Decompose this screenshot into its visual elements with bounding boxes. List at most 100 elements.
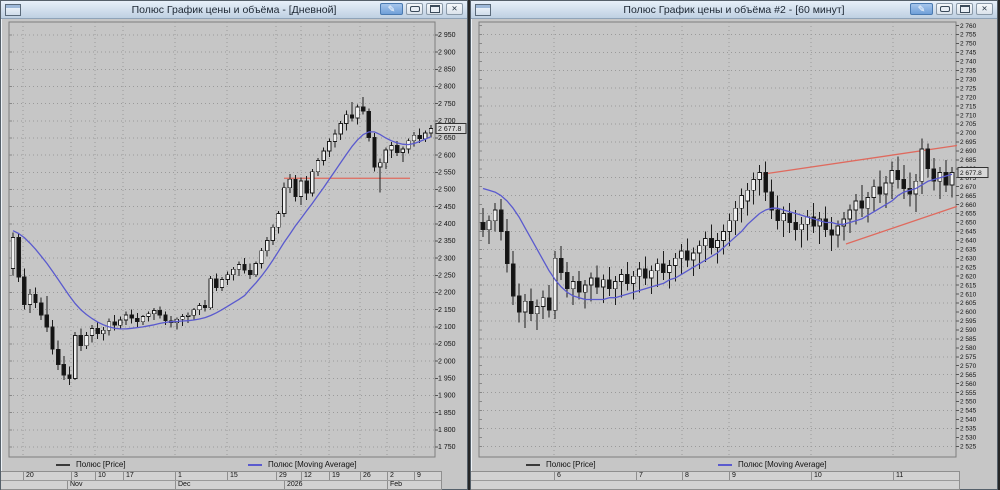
restore-button[interactable] <box>956 3 973 15</box>
candle-body <box>931 168 937 182</box>
y-axis-label: 2 525 <box>960 443 977 450</box>
candle-body <box>528 300 534 315</box>
day-row: 20 3 10 17 1 15 29 12 19 26 2 9 <box>1 472 441 481</box>
y-axis-label: 2 000 <box>438 358 456 365</box>
y-axis-label: 2 740 <box>960 59 977 66</box>
candle-body <box>787 213 792 223</box>
candle-body <box>661 263 666 274</box>
pencil-icon: ✎ <box>387 3 396 14</box>
candle-body <box>327 141 332 152</box>
date-label: 2 <box>390 472 394 479</box>
date-label: 6 <box>557 472 561 479</box>
last-price-tag <box>435 123 467 135</box>
candle-body <box>594 277 600 288</box>
candle-body <box>287 178 292 189</box>
day-row: 6 7 8 9 10 11 <box>471 472 959 481</box>
date-label: Feb <box>390 481 403 488</box>
candle-body <box>793 222 798 231</box>
candle-body <box>270 226 275 241</box>
candle-body <box>298 180 304 197</box>
date-label: 2026 <box>287 481 303 488</box>
minimize-icon <box>939 6 950 12</box>
y-axis-label: 1 850 <box>438 410 456 417</box>
candle-body <box>361 106 366 112</box>
candle-body <box>22 276 27 305</box>
legend-item-moving-average[interactable]: Полюс [Moving Average] <box>248 460 440 470</box>
price-chart-canvas[interactable]: 1 750 1 800 1 850 1 900 1 950 2 000 2 050 2 100… <box>1 19 467 459</box>
window-titlebar[interactable]: Полюс График цены и объёма #2 - [60 мину… <box>471 1 997 19</box>
candle-body <box>588 277 594 286</box>
date-label: 9 <box>417 472 421 479</box>
candle-body <box>522 300 528 313</box>
y-axis-label: 2 605 <box>960 300 977 307</box>
candle-body <box>214 278 219 288</box>
candle-body <box>811 216 816 227</box>
legend-item-price[interactable]: Полюс [Price] <box>526 460 718 470</box>
trend-line[interactable] <box>762 144 958 175</box>
y-axis-label: 2 700 <box>438 118 456 125</box>
candle-body <box>763 171 768 193</box>
ma-line-swatch <box>718 464 732 466</box>
candle-body <box>558 257 564 274</box>
y-axis-label: 1 750 <box>438 444 456 451</box>
candle-body <box>185 314 191 317</box>
close-button[interactable]: ✕ <box>446 3 463 15</box>
candle-body <box>901 179 907 189</box>
y-axis-label: 2 100 <box>438 324 456 331</box>
y-axis-label: 2 050 <box>438 341 456 348</box>
trend-line[interactable] <box>845 205 958 245</box>
candle-body <box>344 114 349 125</box>
close-button[interactable]: ✕ <box>976 3 993 15</box>
candle-body <box>847 209 853 220</box>
candle-body <box>823 218 828 231</box>
candle-body <box>775 209 780 222</box>
link-tool-button[interactable]: ✎ <box>910 3 933 15</box>
restore-button[interactable] <box>426 3 443 15</box>
candle-body <box>236 263 242 270</box>
candle-body <box>649 270 654 279</box>
candle-body <box>859 200 865 209</box>
y-axis-label: 2 615 <box>960 282 977 289</box>
legend-label: Полюс [Moving Average] <box>268 460 357 469</box>
moving-average-line <box>12 131 432 330</box>
candle-body <box>366 110 372 138</box>
minimize-button[interactable] <box>936 3 953 15</box>
y-axis-label: 2 545 <box>960 408 977 415</box>
candle-body <box>582 284 588 293</box>
link-tool-button[interactable]: ✎ <box>380 3 403 15</box>
candle-body <box>389 145 394 151</box>
candle-body <box>112 321 117 326</box>
candle-body <box>841 218 847 227</box>
restore-icon <box>959 5 970 13</box>
candle-body <box>338 123 343 135</box>
legend-item-moving-average[interactable]: Полюс [Moving Average] <box>718 460 910 470</box>
y-axis-label: 2 620 <box>960 273 977 280</box>
y-axis-label: 2 720 <box>960 94 977 101</box>
candle-body <box>140 316 146 323</box>
minimize-button[interactable] <box>406 3 423 15</box>
window-titlebar[interactable]: Полюс График цены и объёма - [Дневной] ✎… <box>1 1 467 19</box>
price-line-swatch <box>56 464 70 466</box>
candle-body <box>355 106 360 119</box>
legend-item-price[interactable]: Полюс [Price] <box>56 460 248 470</box>
y-axis-label: 2 570 <box>960 363 977 370</box>
candle-body <box>643 268 648 279</box>
candle-body <box>332 133 338 142</box>
date-tick <box>175 472 176 480</box>
candle-body <box>486 220 492 231</box>
chart-legend: Полюс [Price] Полюс [Moving Average] <box>1 459 467 471</box>
candle-body <box>39 302 44 316</box>
candle-body <box>378 162 383 168</box>
candle-body <box>637 268 642 277</box>
candle-body <box>697 245 702 254</box>
ma-line-swatch <box>248 464 262 466</box>
candle-body <box>135 317 140 323</box>
date-tick <box>893 472 894 480</box>
candle-body <box>276 213 281 228</box>
date-label: 3 <box>74 472 78 479</box>
candle-body <box>84 335 89 347</box>
vertical-gridlines <box>553 22 894 457</box>
y-axis-label: 1 900 <box>438 393 456 400</box>
